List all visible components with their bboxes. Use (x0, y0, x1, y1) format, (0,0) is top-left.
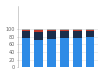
Bar (22, 31, 30, 38)
Bar (86, 31, 94, 37)
Bar (47, 31, 56, 39)
Bar (86, 37, 94, 67)
Bar (22, 29, 30, 30)
Bar (47, 30, 56, 31)
Bar (73, 30, 82, 31)
Bar (34, 40, 43, 67)
Bar (73, 38, 82, 67)
Bar (86, 30, 94, 31)
Bar (60, 30, 69, 31)
Bar (34, 29, 43, 30)
Bar (47, 29, 56, 30)
Bar (73, 29, 82, 30)
Bar (73, 31, 82, 38)
Bar (34, 30, 43, 32)
Bar (60, 38, 69, 67)
Bar (47, 39, 56, 67)
Bar (22, 30, 30, 31)
Bar (86, 29, 94, 30)
Bar (22, 38, 30, 67)
Bar (60, 29, 69, 30)
Bar (34, 32, 43, 40)
Bar (60, 31, 69, 38)
